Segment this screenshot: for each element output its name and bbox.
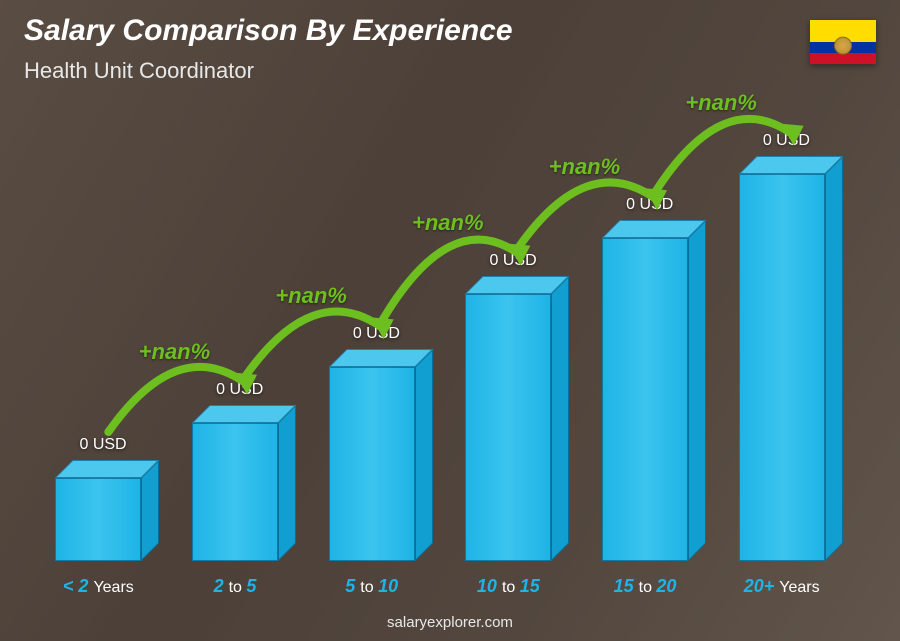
footer-attribution: salaryexplorer.com xyxy=(0,614,900,631)
bar-slot: 0 USD xyxy=(713,100,850,561)
bar-slot: 0 USD xyxy=(303,100,440,561)
bar xyxy=(602,238,688,561)
bar-value-label: 0 USD xyxy=(763,132,810,150)
bar-value-label: 0 USD xyxy=(489,252,536,270)
increment-percent-label: +nan% xyxy=(412,210,484,236)
x-axis-label: < 2 Years xyxy=(30,576,167,597)
increment-percent-label: +nan% xyxy=(549,154,621,180)
bar xyxy=(329,367,415,561)
chart-canvas: Salary Comparison By Experience Health U… xyxy=(0,0,900,641)
bar-slot: 0 USD xyxy=(167,100,304,561)
x-axis-labels: < 2 Years2 to 55 to 1010 to 1515 to 2020… xyxy=(30,576,850,597)
bar xyxy=(192,423,278,561)
x-axis-label: 10 to 15 xyxy=(440,576,577,597)
bar xyxy=(739,174,825,561)
bar-value-label: 0 USD xyxy=(216,381,263,399)
chart-subtitle: Health Unit Coordinator xyxy=(24,58,254,84)
increment-percent-label: +nan% xyxy=(275,283,347,309)
bar xyxy=(55,478,141,561)
bar xyxy=(465,294,551,561)
x-axis-label: 15 to 20 xyxy=(577,576,714,597)
chart-area: 0 USD 0 USD 0 USD 0 USD 0 USD 0 USD +nan% +nan… xyxy=(30,100,850,561)
x-axis-label: 2 to 5 xyxy=(167,576,304,597)
increment-percent-label: +nan% xyxy=(139,339,211,365)
bar-slot: 0 USD xyxy=(30,100,167,561)
bar-value-label: 0 USD xyxy=(353,325,400,343)
x-axis-label: 5 to 10 xyxy=(303,576,440,597)
chart-title: Salary Comparison By Experience xyxy=(24,14,513,48)
increment-percent-label: +nan% xyxy=(685,90,757,116)
country-flag-ecuador xyxy=(810,20,876,64)
bar-value-label: 0 USD xyxy=(79,436,126,454)
x-axis-label: 20+ Years xyxy=(713,576,850,597)
bar-value-label: 0 USD xyxy=(626,196,673,214)
